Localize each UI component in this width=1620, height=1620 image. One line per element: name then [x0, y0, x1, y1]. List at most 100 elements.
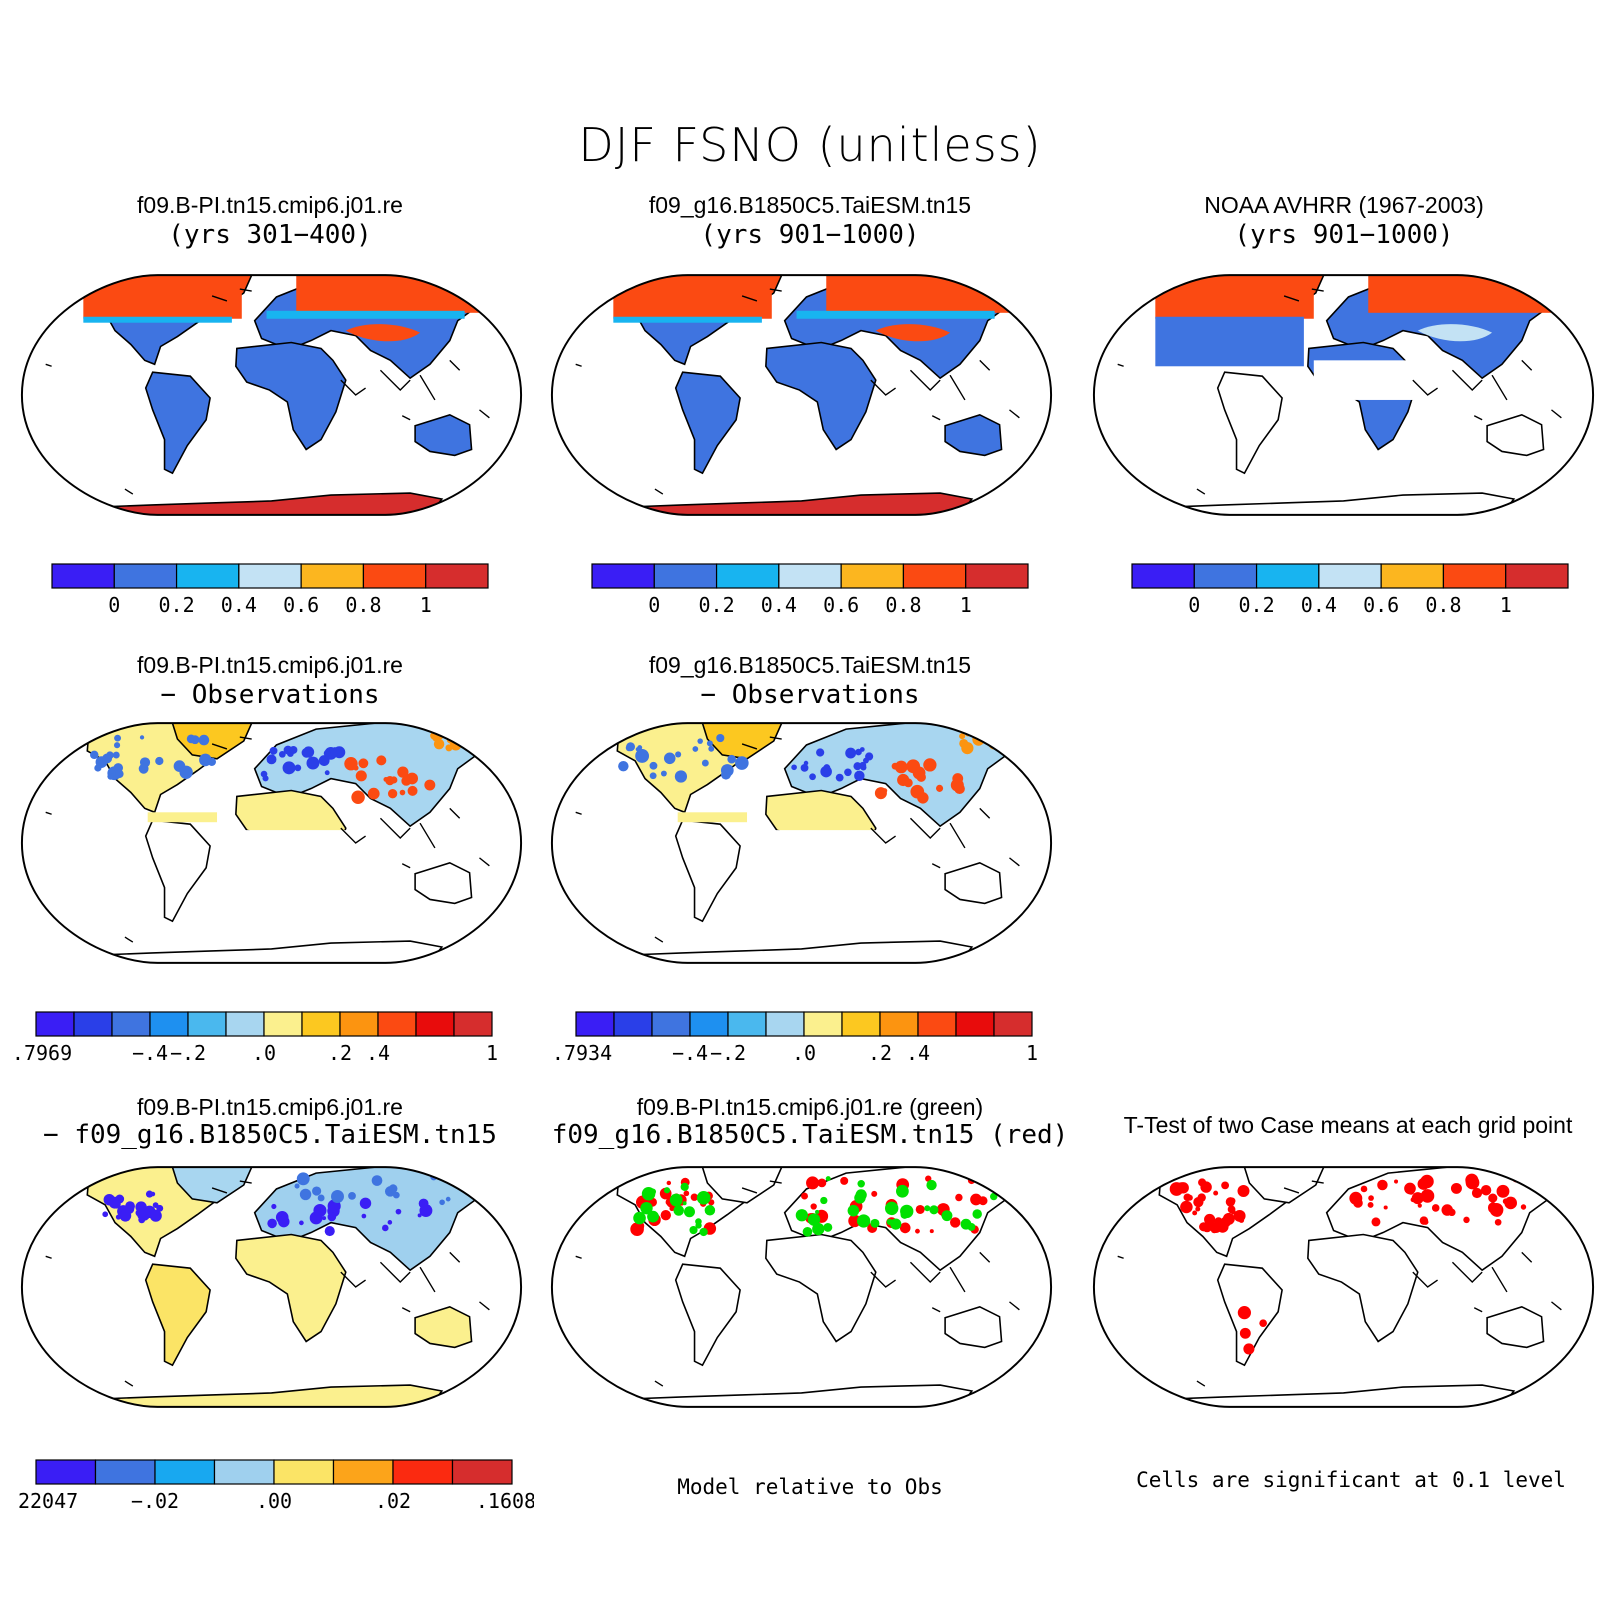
diff-negative-na — [716, 733, 725, 743]
significant-cell — [1177, 1182, 1189, 1194]
significant-case-green — [825, 1176, 831, 1182]
colorbar-swatch — [1505, 563, 1569, 589]
significant-case-green — [890, 1218, 902, 1230]
colorbar-swatch — [300, 563, 365, 589]
significant-case-red — [848, 1214, 861, 1228]
colorbar-swatch — [1442, 563, 1507, 589]
significant-cell — [1426, 1197, 1431, 1203]
casediff-negative-na — [119, 1209, 132, 1222]
significant-case-green — [689, 1225, 698, 1235]
significant-case-red — [925, 1175, 932, 1182]
significant-cell — [1259, 1319, 1267, 1328]
significant-case-green — [929, 1205, 939, 1215]
significant-case-green — [695, 1222, 702, 1229]
map-frame — [550, 274, 1053, 516]
significant-case-green — [941, 1210, 953, 1222]
diff-negative-na — [179, 765, 193, 779]
casediff-negative-north — [445, 1196, 451, 1202]
colorbar-swatch — [727, 1011, 767, 1037]
casediff-negative-asia — [327, 1212, 337, 1222]
landmass-south-america — [1216, 371, 1283, 475]
colorbar-swatch — [591, 563, 655, 589]
colorbar-swatch — [175, 563, 240, 589]
colorbar-swatch — [149, 1011, 189, 1037]
diff-negative-na — [106, 751, 114, 760]
colorbar-swatch — [301, 1011, 341, 1037]
diff-positive-asia — [906, 759, 921, 774]
colorbar-swatch — [453, 1011, 493, 1037]
diff-positive-siberia — [976, 723, 989, 732]
panel-title-2: f09_g16.B1850C5.TaiESM.tn15 — [648, 192, 972, 218]
colorbar-swatch — [377, 1011, 417, 1037]
diff-positive-asia — [399, 789, 406, 796]
significant-cell — [1502, 1198, 1509, 1205]
colorbar-tick-label: 0.8 — [1425, 593, 1461, 617]
page-title: DJF FSNO (unitless) — [578, 118, 1042, 172]
landmass-africa — [765, 1233, 877, 1343]
landmass-antarctica — [98, 492, 444, 515]
landmass-africa — [235, 1233, 347, 1343]
landmass-antarctica — [98, 940, 444, 963]
colorbar-swatch — [187, 1011, 227, 1037]
casediff-negative-na — [152, 1202, 159, 1208]
significant-case-red — [660, 1209, 671, 1221]
diff-negative-na — [708, 745, 715, 752]
diff-negative-europe — [844, 768, 852, 777]
snow-edge-eurasia — [266, 310, 465, 319]
significant-case-green — [812, 1222, 825, 1236]
significant-cell — [1192, 1210, 1198, 1216]
diff-positive-asia — [928, 765, 933, 771]
significant-cell — [1410, 1197, 1416, 1203]
landmass-south-america — [674, 819, 741, 923]
significant-cell — [1193, 1197, 1204, 1208]
diff-negative-europe — [845, 747, 857, 759]
colorbar-swatch — [425, 563, 489, 589]
casediff-negative-north — [317, 1194, 325, 1202]
casediff-negative-asia — [417, 1213, 422, 1218]
diff-positive-siberia — [450, 727, 460, 738]
diff-positive-siberia — [984, 736, 990, 741]
coastline-detail — [575, 736, 1020, 943]
diff-positive-asia — [367, 787, 380, 800]
significant-cell — [1230, 1209, 1236, 1215]
colorbar-tick-label: .2 — [868, 1041, 892, 1065]
significant-cell — [1441, 1204, 1453, 1216]
significant-case-green — [663, 1187, 671, 1194]
diff-negative-europe — [865, 752, 874, 761]
colorbar-tick-label: 0.6 — [823, 593, 859, 617]
snow-tibet — [875, 324, 951, 342]
diff-positive-asia — [897, 773, 910, 787]
colorbar-tick-label: 0.8 — [885, 593, 921, 617]
colorbar-tick-label: 0.2 — [699, 593, 735, 617]
diff-negative-na — [95, 756, 108, 768]
no-data-south-africa — [241, 830, 351, 910]
casediff-negative-asia — [271, 1203, 277, 1210]
significant-case-red — [949, 1217, 961, 1228]
diff-positive-asia — [397, 766, 409, 778]
casediff-negative-na — [102, 1211, 109, 1218]
significant-cell — [1520, 1204, 1527, 1210]
significant-cell — [1243, 1343, 1255, 1355]
map-panel-9 — [1092, 1166, 1595, 1408]
diff-negative-europe — [835, 773, 844, 782]
significant-case-red — [915, 1228, 920, 1234]
diff-negative-europe — [816, 748, 825, 757]
diff-negative-europe — [282, 761, 296, 775]
diff-central-america — [677, 812, 748, 823]
colorbar-swatch — [73, 1011, 113, 1037]
colorbar-tick-label: 0.4 — [1301, 593, 1337, 617]
significant-case-green — [677, 1195, 682, 1201]
significant-case-green — [680, 1182, 689, 1191]
diff-positive-asia — [916, 772, 926, 782]
diff-negative-na — [190, 735, 200, 745]
snow-cover-na — [613, 275, 772, 319]
significant-cell — [1239, 1327, 1251, 1339]
colorbar-tick-label: −.2 — [170, 1041, 206, 1065]
significant-cell — [1488, 1193, 1498, 1203]
snow-cover-eurasia — [1368, 275, 1557, 313]
colorbar-swatch — [415, 1011, 455, 1037]
significant-case-green — [886, 1218, 893, 1225]
diff-negative-europe — [294, 764, 302, 772]
map-panel-7 — [20, 1166, 523, 1408]
diff-negative-na — [706, 740, 713, 747]
